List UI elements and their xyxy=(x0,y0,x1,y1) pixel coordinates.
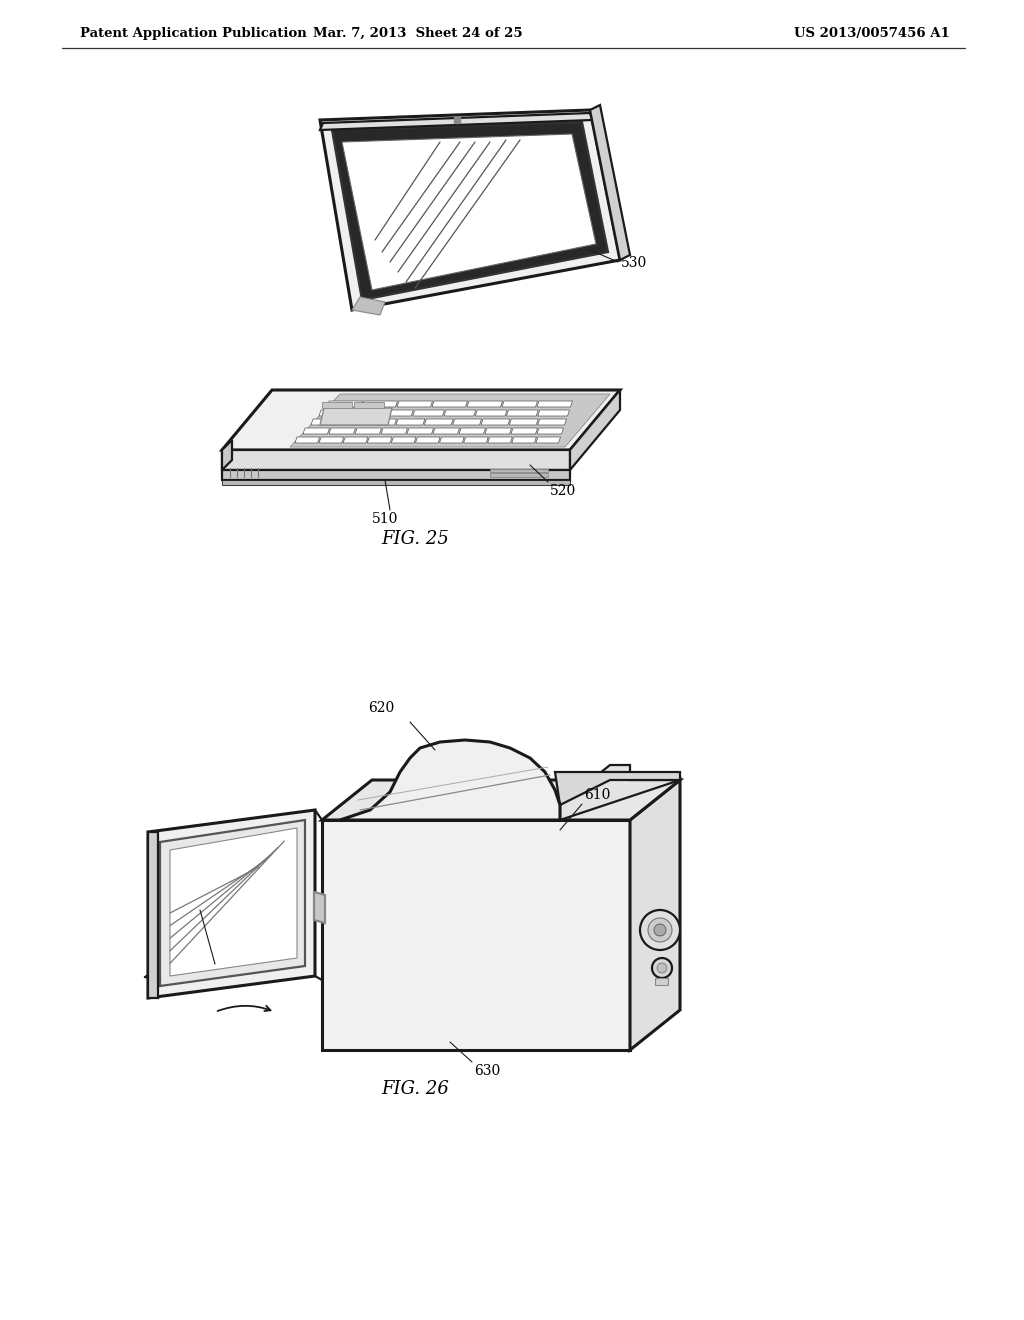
Polygon shape xyxy=(222,450,570,470)
Polygon shape xyxy=(340,741,560,820)
Polygon shape xyxy=(396,418,425,425)
Polygon shape xyxy=(352,297,385,315)
Polygon shape xyxy=(507,411,539,416)
Polygon shape xyxy=(432,401,468,407)
Polygon shape xyxy=(511,428,538,434)
Polygon shape xyxy=(362,401,397,407)
Text: 610: 610 xyxy=(584,788,610,803)
Polygon shape xyxy=(538,411,569,416)
Polygon shape xyxy=(339,418,369,425)
Polygon shape xyxy=(148,832,158,998)
Polygon shape xyxy=(490,469,548,473)
Polygon shape xyxy=(490,473,548,477)
Polygon shape xyxy=(536,437,560,444)
Polygon shape xyxy=(368,418,396,425)
Polygon shape xyxy=(170,828,297,975)
Polygon shape xyxy=(319,411,351,416)
Text: 620: 620 xyxy=(368,701,394,715)
Polygon shape xyxy=(148,810,315,998)
Polygon shape xyxy=(342,135,596,290)
Polygon shape xyxy=(382,411,414,416)
Text: 530: 530 xyxy=(621,256,647,271)
Polygon shape xyxy=(397,401,432,407)
Polygon shape xyxy=(481,418,510,425)
Polygon shape xyxy=(537,401,572,407)
Polygon shape xyxy=(160,820,305,986)
Text: 640: 640 xyxy=(188,968,214,982)
Polygon shape xyxy=(322,403,352,408)
Polygon shape xyxy=(464,437,488,444)
Polygon shape xyxy=(319,110,620,310)
Polygon shape xyxy=(322,780,680,820)
Polygon shape xyxy=(290,393,610,447)
Polygon shape xyxy=(222,389,620,450)
Polygon shape xyxy=(350,411,382,416)
Polygon shape xyxy=(295,437,319,444)
Text: FIG. 25: FIG. 25 xyxy=(381,531,449,548)
Polygon shape xyxy=(391,437,416,444)
Polygon shape xyxy=(355,428,382,434)
Polygon shape xyxy=(439,437,464,444)
Polygon shape xyxy=(381,428,408,434)
Text: Mar. 7, 2013  Sheet 24 of 25: Mar. 7, 2013 Sheet 24 of 25 xyxy=(313,26,523,40)
Polygon shape xyxy=(311,418,340,425)
Text: US 2013/0057456 A1: US 2013/0057456 A1 xyxy=(795,26,950,40)
Polygon shape xyxy=(453,418,481,425)
Polygon shape xyxy=(327,401,362,407)
Polygon shape xyxy=(407,428,433,434)
Polygon shape xyxy=(303,428,330,434)
Text: 520: 520 xyxy=(550,484,577,498)
Polygon shape xyxy=(222,470,570,480)
Polygon shape xyxy=(413,411,444,416)
Polygon shape xyxy=(332,121,608,300)
Polygon shape xyxy=(555,772,680,805)
Polygon shape xyxy=(314,892,325,923)
Polygon shape xyxy=(416,437,440,444)
Text: FIG. 26: FIG. 26 xyxy=(381,1080,449,1098)
Text: Patent Application Publication: Patent Application Publication xyxy=(80,26,307,40)
Text: 510: 510 xyxy=(372,512,398,525)
Polygon shape xyxy=(368,437,392,444)
Polygon shape xyxy=(444,411,476,416)
Polygon shape xyxy=(459,428,485,434)
Circle shape xyxy=(648,917,672,942)
Polygon shape xyxy=(424,418,454,425)
Polygon shape xyxy=(467,401,503,407)
Polygon shape xyxy=(655,978,668,985)
Polygon shape xyxy=(319,408,392,425)
Circle shape xyxy=(654,924,666,936)
Circle shape xyxy=(657,964,667,973)
Polygon shape xyxy=(319,114,592,129)
Polygon shape xyxy=(487,437,512,444)
Polygon shape xyxy=(329,428,355,434)
Polygon shape xyxy=(485,428,512,434)
Polygon shape xyxy=(475,411,507,416)
Polygon shape xyxy=(222,440,232,470)
Polygon shape xyxy=(433,428,460,434)
Polygon shape xyxy=(512,437,537,444)
Circle shape xyxy=(652,958,672,978)
Polygon shape xyxy=(509,418,539,425)
Polygon shape xyxy=(354,403,384,408)
Polygon shape xyxy=(319,437,344,444)
Circle shape xyxy=(640,909,680,950)
Polygon shape xyxy=(538,418,566,425)
Polygon shape xyxy=(590,106,630,260)
Polygon shape xyxy=(322,820,630,1049)
Polygon shape xyxy=(630,780,680,1049)
Polygon shape xyxy=(222,480,570,484)
Polygon shape xyxy=(570,389,620,470)
Text: 630: 630 xyxy=(474,1064,501,1078)
Polygon shape xyxy=(537,428,563,434)
Polygon shape xyxy=(502,401,538,407)
Polygon shape xyxy=(343,437,368,444)
Polygon shape xyxy=(560,766,680,820)
